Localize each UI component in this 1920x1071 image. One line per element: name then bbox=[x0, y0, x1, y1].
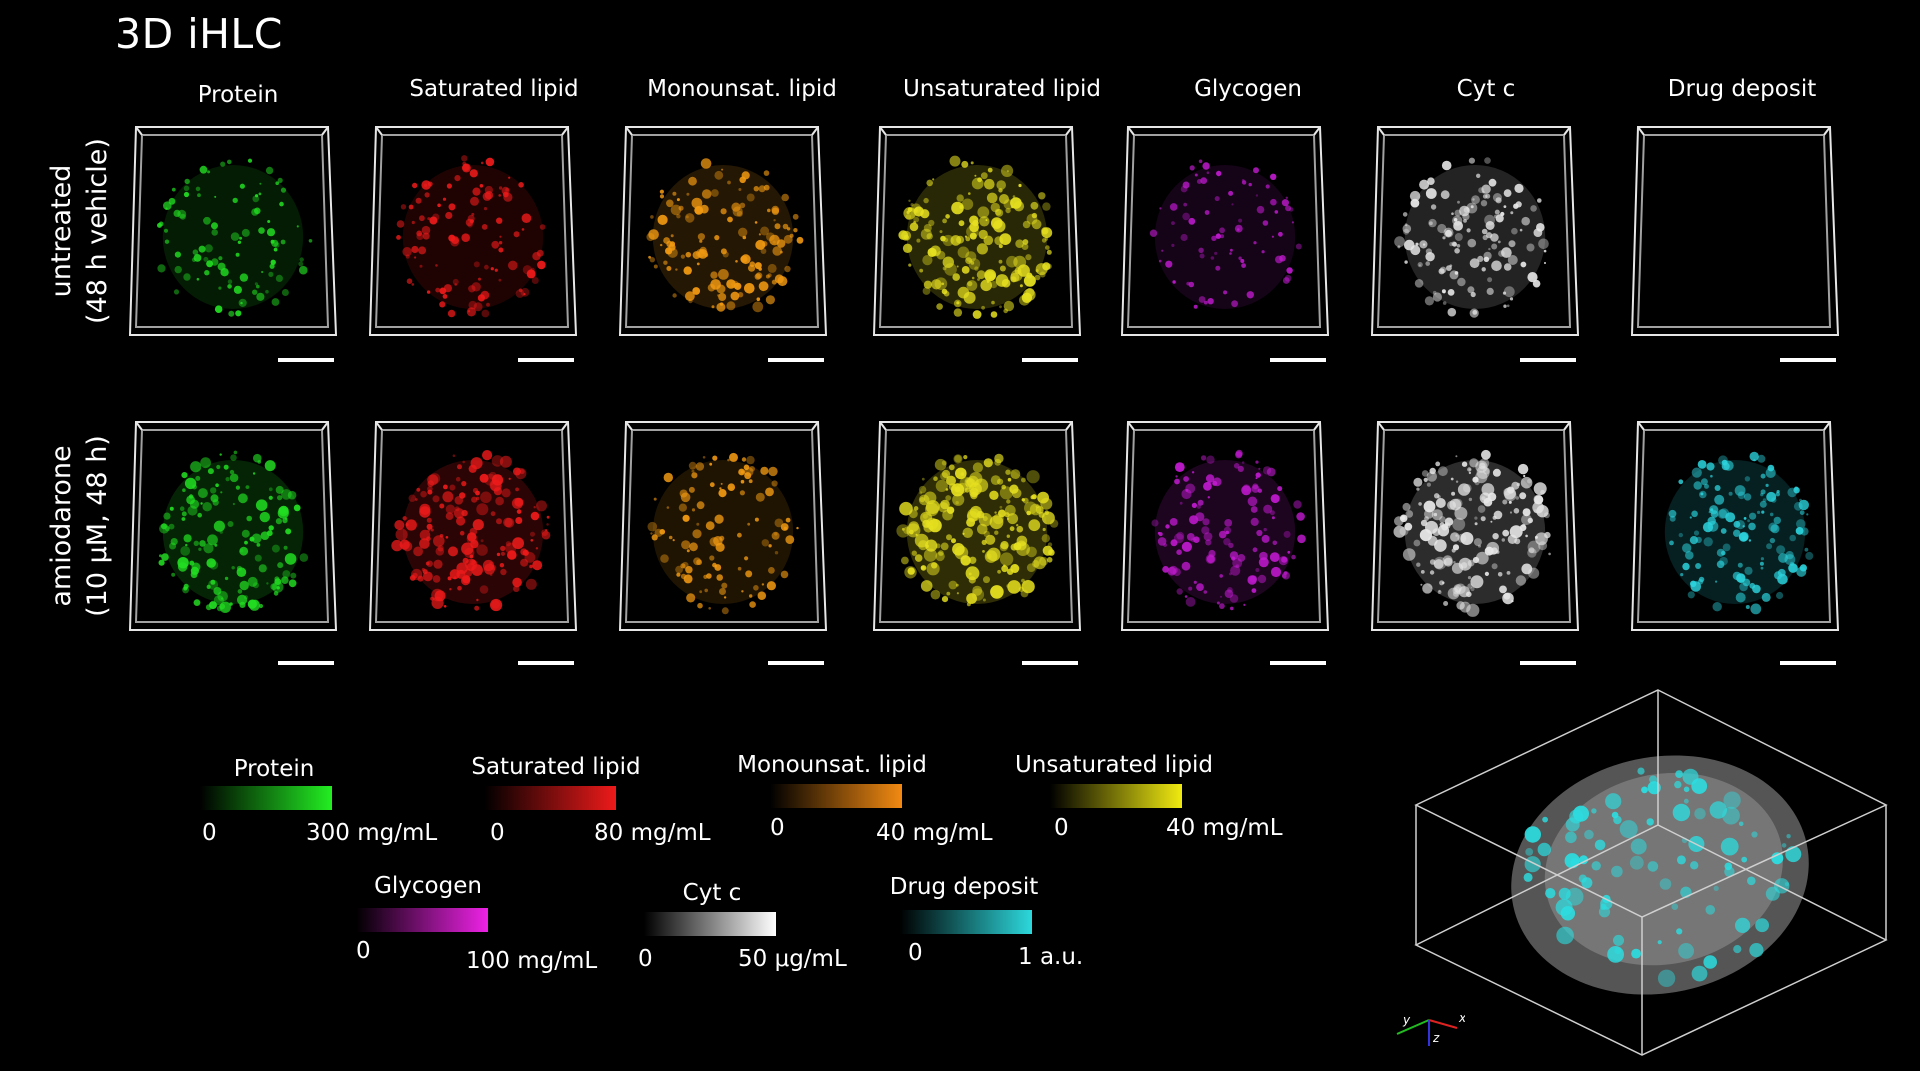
colorbar-monounsat-lipid-max: 40 mg/mL bbox=[876, 820, 993, 846]
panel-amiodarone-unsaturated-lipid bbox=[872, 420, 1082, 635]
xyz-axis-indicator: x y z bbox=[1396, 1011, 1465, 1046]
figure-title: 3D iHLC bbox=[115, 10, 283, 58]
row-label-untreated: untreated (48 h vehicle) bbox=[44, 111, 116, 351]
panel-untreated-cytc bbox=[1370, 125, 1580, 340]
colorbar-saturated-lipid-label: Saturated lipid bbox=[471, 754, 641, 780]
scale-bar bbox=[278, 358, 334, 362]
volume-render-amiodarone-monounsat-lipid bbox=[618, 421, 828, 631]
colorbar-cytc-label: Cyt c bbox=[682, 880, 742, 906]
volume-render-untreated-protein bbox=[128, 126, 338, 336]
panel-untreated-drug-deposit bbox=[1630, 125, 1840, 340]
volume-render-amiodarone-unsaturated-lipid bbox=[872, 421, 1082, 631]
scale-bar bbox=[1520, 358, 1576, 362]
volume-render-amiodarone-saturated-lipid bbox=[368, 421, 578, 631]
column-header-glycogen: Glycogen bbox=[1194, 76, 1302, 102]
panel-amiodarone-monounsat-lipid bbox=[618, 420, 828, 635]
colorbar-monounsat-lipid bbox=[770, 784, 902, 808]
colorbar-saturated-lipid-min: 0 bbox=[490, 820, 505, 846]
colorbar-cytc bbox=[644, 912, 776, 936]
overview-3d-volume bbox=[1414, 689, 1888, 1056]
colorbar-glycogen-min: 0 bbox=[356, 938, 371, 964]
x-axis-arrow bbox=[1428, 1019, 1458, 1029]
volume-render-amiodarone-drug-deposit bbox=[1630, 421, 1840, 631]
scale-bar bbox=[1780, 358, 1836, 362]
scale-bar bbox=[1022, 661, 1078, 665]
colorbar-unsaturated-lipid-label: Unsaturated lipid bbox=[1014, 752, 1214, 778]
scale-bar bbox=[518, 661, 574, 665]
volume-render-untreated-saturated-lipid bbox=[368, 126, 578, 336]
volume-render-amiodarone-glycogen bbox=[1120, 421, 1330, 631]
y-axis-label: y bbox=[1402, 1013, 1411, 1027]
column-header-monounsat-lipid: Monounsat. lipid bbox=[647, 76, 837, 102]
colorbar-drug-deposit bbox=[900, 910, 1032, 934]
colorbar-glycogen-label: Glycogen bbox=[374, 873, 482, 899]
volume-render-amiodarone-protein bbox=[128, 421, 338, 631]
panel-amiodarone-glycogen bbox=[1120, 420, 1330, 635]
column-header-protein: Protein bbox=[197, 82, 279, 108]
colorbar-monounsat-lipid-label: Monounsat. lipid bbox=[737, 752, 927, 778]
colorbar-drug-deposit-min: 0 bbox=[908, 940, 923, 966]
row-label-amiodarone-line1: amiodarone bbox=[46, 445, 77, 607]
colorbar-protein-label: Protein bbox=[233, 756, 315, 782]
volume-render-untreated-cytc bbox=[1370, 126, 1580, 336]
panel-amiodarone-drug-deposit bbox=[1630, 420, 1840, 635]
panel-amiodarone-saturated-lipid bbox=[368, 420, 578, 635]
scale-bar bbox=[768, 661, 824, 665]
colorbar-unsaturated-lipid bbox=[1050, 784, 1182, 808]
colorbar-drug-deposit-max: 1 a.u. bbox=[1018, 944, 1084, 970]
colorbar-protein-max: 300 mg/mL bbox=[306, 820, 438, 846]
volume-render-untreated-monounsat-lipid bbox=[618, 126, 828, 336]
colorbar-unsaturated-lipid-min: 0 bbox=[1054, 815, 1069, 841]
colorbar-cytc-min: 0 bbox=[638, 946, 653, 972]
colorbar-unsaturated-lipid-max: 40 mg/mL bbox=[1166, 815, 1283, 841]
scale-bar bbox=[768, 358, 824, 362]
scale-bar bbox=[1270, 358, 1326, 362]
scale-bar bbox=[1520, 661, 1576, 665]
colorbar-glycogen bbox=[356, 908, 488, 932]
panel-untreated-protein bbox=[128, 125, 338, 340]
volume-render-untreated-drug-deposit bbox=[1630, 126, 1840, 336]
panel-untreated-glycogen bbox=[1120, 125, 1330, 340]
volume-render-untreated-unsaturated-lipid bbox=[872, 126, 1082, 336]
panel-untreated-monounsat-lipid bbox=[618, 125, 828, 340]
scale-bar bbox=[518, 358, 574, 362]
colorbar-drug-deposit-label: Drug deposit bbox=[889, 874, 1039, 900]
volume-render-untreated-glycogen bbox=[1120, 126, 1330, 336]
scale-bar bbox=[1780, 661, 1836, 665]
scale-bar bbox=[1022, 358, 1078, 362]
scale-bar bbox=[278, 661, 334, 665]
colorbar-glycogen-max: 100 mg/mL bbox=[466, 948, 598, 974]
colorbar-protein-min: 0 bbox=[202, 820, 217, 846]
colorbar-saturated-lipid bbox=[484, 786, 616, 810]
panel-amiodarone-protein bbox=[128, 420, 338, 635]
colorbar-saturated-lipid-max: 80 mg/mL bbox=[594, 820, 711, 846]
panel-untreated-unsaturated-lipid bbox=[872, 125, 1082, 340]
scale-bar bbox=[1270, 661, 1326, 665]
row-label-untreated-line2: (48 h vehicle) bbox=[82, 138, 113, 324]
row-label-untreated-line1: untreated bbox=[46, 164, 77, 298]
y-axis-arrow bbox=[1396, 1019, 1430, 1035]
panel-amiodarone-cytc bbox=[1370, 420, 1580, 635]
column-header-cytc: Cyt c bbox=[1456, 76, 1516, 102]
volume-render-amiodarone-cytc bbox=[1370, 421, 1580, 631]
column-header-saturated-lipid: Saturated lipid bbox=[409, 76, 579, 102]
x-axis-label: x bbox=[1458, 1011, 1465, 1025]
colorbar-monounsat-lipid-min: 0 bbox=[770, 815, 785, 841]
colorbar-cytc-max: 50 μg/mL bbox=[738, 946, 847, 972]
column-header-unsaturated-lipid: Unsaturated lipid bbox=[902, 76, 1102, 102]
z-axis-label: z bbox=[1432, 1031, 1440, 1045]
colorbar-protein bbox=[200, 786, 332, 810]
panel-untreated-saturated-lipid bbox=[368, 125, 578, 340]
row-label-amiodarone-line2: (10 μM, 48 h) bbox=[82, 435, 113, 617]
column-header-drug-deposit: Drug deposit bbox=[1667, 76, 1817, 102]
row-label-amiodarone: amiodarone (10 μM, 48 h) bbox=[44, 406, 116, 646]
